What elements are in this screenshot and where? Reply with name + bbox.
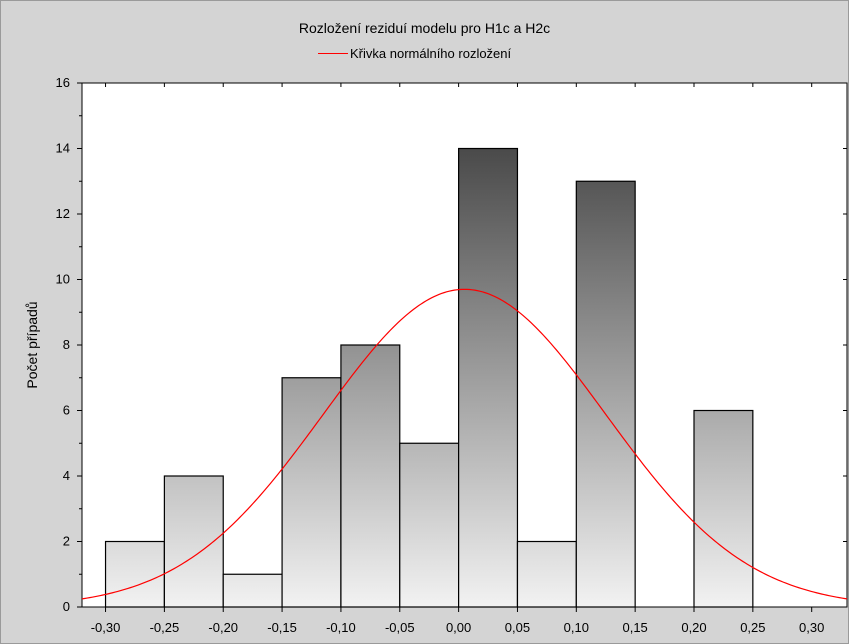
- y-tick-label: 2: [63, 534, 70, 549]
- legend-label: Křivka normálního rozložení: [350, 46, 512, 61]
- histogram-bar: [575, 180, 636, 608]
- x-tick-label: 0,05: [505, 620, 530, 635]
- chart-legend: Křivka normálního rozložení: [318, 46, 511, 61]
- legend-line-swatch: [318, 53, 348, 54]
- x-tick-label: 0,00: [446, 620, 471, 635]
- normal-curve-line: [81, 288, 848, 600]
- y-tick-label: 14: [56, 141, 70, 156]
- y-axis-title: Počet případů: [24, 301, 40, 388]
- x-tick-label: -0,10: [326, 620, 356, 635]
- histogram-bar: [458, 147, 519, 608]
- y-tick-label: 12: [56, 206, 70, 221]
- histogram-bar: [399, 442, 460, 608]
- histogram-bar: [281, 377, 342, 608]
- x-tick-label: -0,05: [385, 620, 415, 635]
- y-tick-label: 0: [63, 599, 70, 614]
- x-tick-label: 0,15: [622, 620, 647, 635]
- x-tick-label: -0,30: [91, 620, 121, 635]
- x-tick-label: 0,10: [564, 620, 589, 635]
- y-tick-label: 4: [63, 468, 70, 483]
- x-tick-label: -0,15: [267, 620, 297, 635]
- y-tick-label: 16: [56, 75, 70, 90]
- y-tick-label: 6: [63, 403, 70, 418]
- x-tick-label: -0,20: [208, 620, 238, 635]
- histogram-bar: [340, 344, 401, 608]
- histogram-bar: [104, 540, 165, 608]
- x-tick-label: 0,30: [799, 620, 824, 635]
- y-tick-label: 8: [63, 337, 70, 352]
- y-tick-label: 10: [56, 272, 70, 287]
- histogram-bar: [516, 540, 577, 608]
- histogram-bar: [693, 409, 754, 608]
- x-tick-label: 0,20: [681, 620, 706, 635]
- histogram-bar: [222, 573, 283, 608]
- chart-title: Rozložení reziduí modelu pro H1c a H2c: [298, 20, 551, 36]
- x-tick-label: 0,25: [740, 620, 765, 635]
- x-tick-label: -0,25: [150, 620, 180, 635]
